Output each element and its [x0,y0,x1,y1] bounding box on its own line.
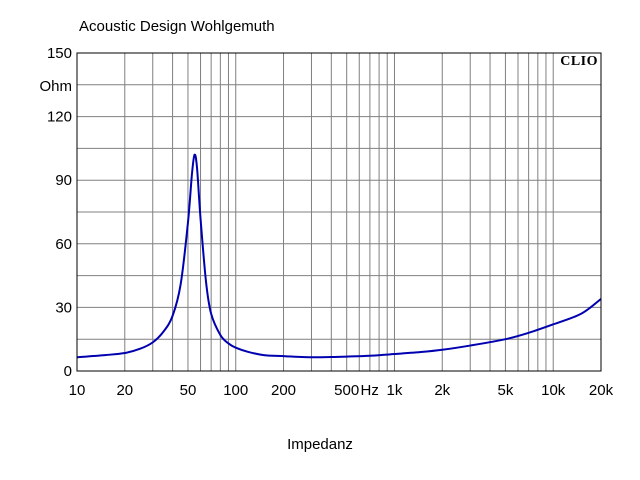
x-tick-label: 200 [271,382,296,399]
x-tick-label: 10 [69,382,86,399]
y-tick-label: 90 [55,172,72,189]
grid [77,53,601,371]
y-tick-label: 60 [55,236,72,253]
y-tick-label: 120 [47,109,72,126]
tick-labels: 0 30 60 90 120 150 10 20 50 100 200 500 1k 2k 5k 10k 20k… [47,45,614,399]
y-tick-label: 150 [47,45,72,62]
impedance-curve-0 [76,153,602,359]
x-tick-label: 5k [498,382,514,399]
x-tick-label: 50 [180,382,197,399]
plot-frame [76,52,602,372]
x-tick-label: 1k [387,382,403,399]
x-axis-label: Impedanz [287,436,353,453]
x-tick-label: 20 [116,382,133,399]
brand-logo: CLIO [560,54,598,69]
chart-title: Acoustic Design Wohlgemuth [79,18,275,35]
x-tick-label: 500 [334,382,359,399]
x-tick-label: 2k [434,382,450,399]
y-axis-unit: Ohm [39,78,72,95]
x-unit-label: Hz [361,382,379,399]
x-tick-label: 20k [589,382,614,399]
y-tick-label: 30 [55,299,72,316]
y-tick-label: 0 [64,363,72,380]
x-tick-label: 10k [541,382,566,399]
series-layer [76,153,602,359]
x-tick-label: 100 [223,382,248,399]
